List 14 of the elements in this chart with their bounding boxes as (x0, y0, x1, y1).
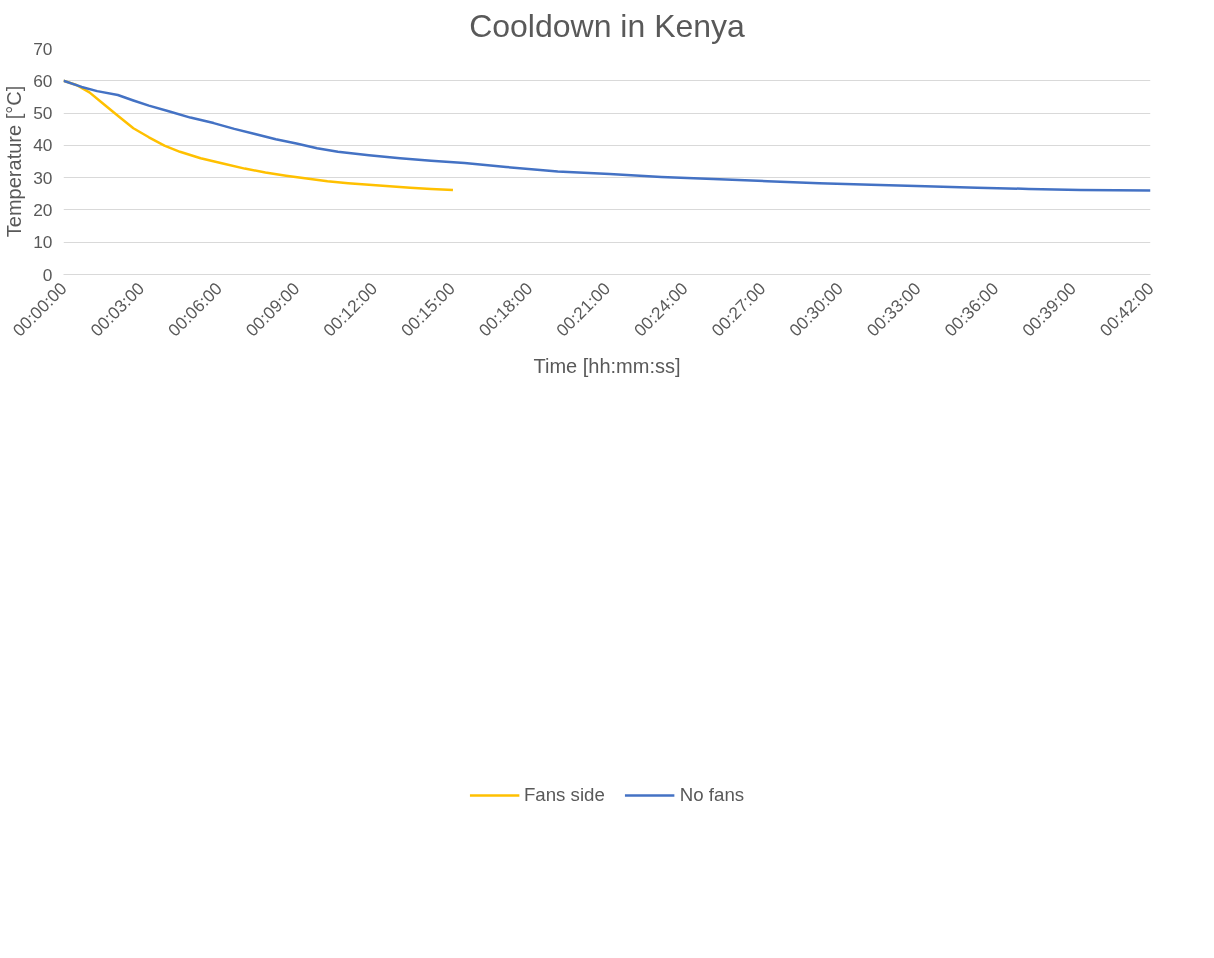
y-tick-label: 20 (33, 199, 53, 220)
y-tick-label: 40 (33, 135, 53, 156)
y-tick-label: 0 (42, 264, 53, 285)
y-tick-label: 10 (33, 232, 53, 253)
legend-label: Fans side (523, 783, 605, 806)
line-series (63, 79, 1151, 192)
legend-label: No fans (679, 783, 745, 806)
chart-title: Cooldown in Kenya (469, 7, 746, 44)
y-axis-title: Temperature [°C] (3, 85, 26, 238)
y-tick-label: 50 (33, 103, 53, 124)
y-tick-label: 30 (33, 167, 53, 188)
x-axis-title: Time [hh:mm:ss] (533, 355, 681, 378)
y-tick-label: 60 (33, 70, 53, 91)
y-tick-label: 70 (33, 38, 53, 59)
